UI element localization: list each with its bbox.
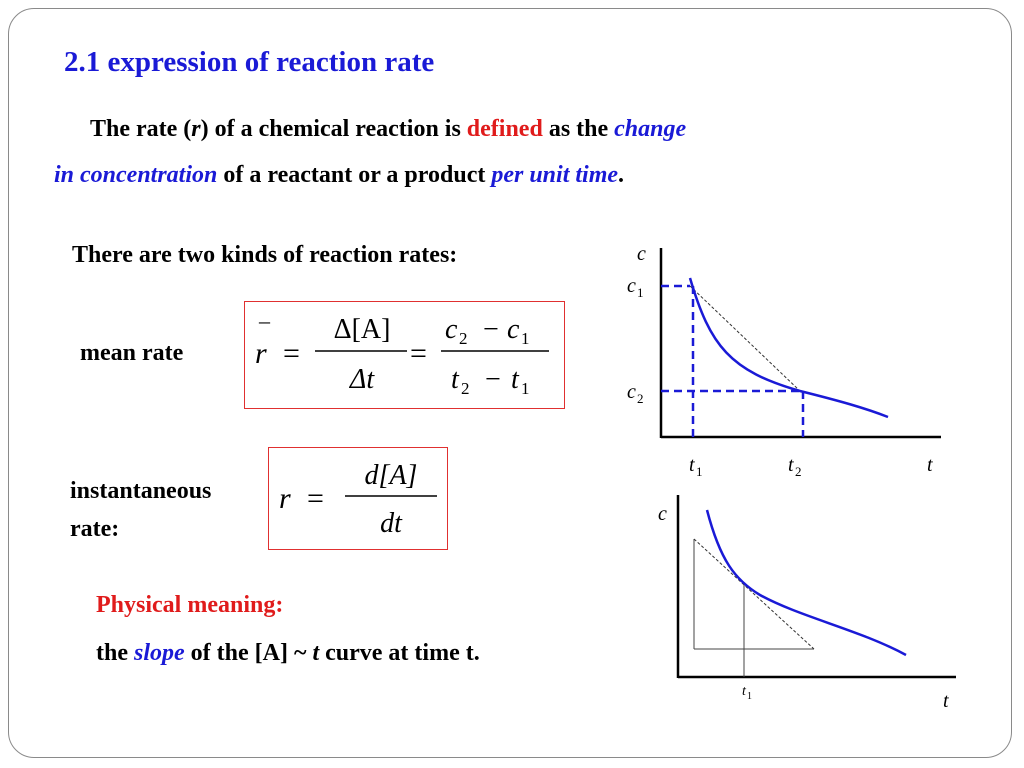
mean-den2-t1-sub: 1 [521,379,530,398]
top-t2-sub: 2 [795,464,802,479]
def-change: change [614,116,687,142]
slope-the: the [96,640,134,666]
instant-rate-formula-box: r = d[A] dt [268,447,448,550]
mean-rate-formula-box: – r = Δ[A] Δt = c 2 − c 1 t 2 − t 1 [244,301,565,409]
mean-den1: Δt [349,364,375,395]
slope-word: slope [134,640,185,666]
def-mid: ) of a chemical reaction is [200,116,467,142]
instantaneous-label-1: instantaneous [70,478,212,504]
mean-den2-t1: t [511,364,520,395]
mean-den2-t2-sub: 2 [461,379,470,398]
slope-t: t [312,640,320,666]
top-t2-label: t [788,454,794,476]
def-per-unit-time: per unit time [491,162,619,188]
top-t1-sub: 1 [696,464,703,479]
definition-line-1: The rate (r) of a chemical reaction is d… [90,116,686,143]
slope-of-the: of the [A] ~ [184,640,313,666]
bottom-y-label: c [658,503,667,525]
mean-rate-label: mean rate [80,340,184,366]
mean-den2-t2: t [451,364,460,395]
top-c2-sub: 2 [637,391,644,406]
mean-num2-c2: c [445,314,458,345]
top-c2-label: c [627,381,636,403]
instant-eq: = [307,482,324,515]
bottom-tangent-line [693,538,815,650]
mean-den2-minus: − [485,364,501,395]
mean-num2-minus: − [483,314,499,345]
top-c1-sub: 1 [637,285,644,300]
mean-r: r [255,337,267,370]
slope-sentence: the slope of the [A] ~ t curve at time t… [96,640,480,667]
instantaneous-label-2: rate: [70,516,120,542]
def-defined: defined [466,116,543,142]
def-as-the: as the [542,116,615,142]
mean-num1: Δ[A] [334,314,391,345]
def-r: r [191,116,201,142]
slope-rest: curve at time t. [319,640,480,666]
mean-num2-c2-sub: 2 [459,329,468,348]
mean-rate-formula: – r = Δ[A] Δt = c 2 − c 1 t 2 − t 1 [255,308,549,398]
mean-rate-graph: c c 1 c 2 t 1 t 2 t [627,243,941,479]
instant-rate-graph: c t 1 t [658,495,956,712]
bottom-t1-sub: 1 [747,691,752,702]
definition-line-2: in concentration of a reactant or a prod… [54,162,624,189]
instant-num: d[A] [365,460,418,491]
def-in-concentration: in concentration [54,162,218,188]
instant-r: r [279,482,291,515]
def-period: . [618,162,625,188]
top-y-label: c [637,243,646,265]
bottom-concentration-curve [705,509,907,657]
mean-eq2: = [410,337,427,370]
top-x-label: t [927,454,933,476]
mean-num2-c1-sub: 1 [521,329,530,348]
bottom-t1-label: t [742,684,747,699]
mean-eq1: = [283,337,300,370]
bottom-x-label: t [943,690,949,712]
def-of-reactant: of a reactant or a product [217,162,492,188]
top-t1-label: t [689,454,695,476]
top-concentration-curve [688,277,889,419]
instant-den: dt [380,508,403,539]
mean-num2-c1: c [507,314,520,345]
instant-rate-formula: r = d[A] dt [279,460,437,539]
top-c1-label: c [627,275,636,297]
r-bar: – [258,308,271,333]
top-secant-line [689,285,801,392]
def-prefix: The rate ( [90,116,192,142]
slide-title: 2.1 expression of reaction rate [64,46,435,78]
kinds-heading: There are two kinds of reaction rates: [72,242,458,268]
physical-meaning-label: Physical meaning: [96,592,284,618]
slide-frame [8,8,1012,758]
